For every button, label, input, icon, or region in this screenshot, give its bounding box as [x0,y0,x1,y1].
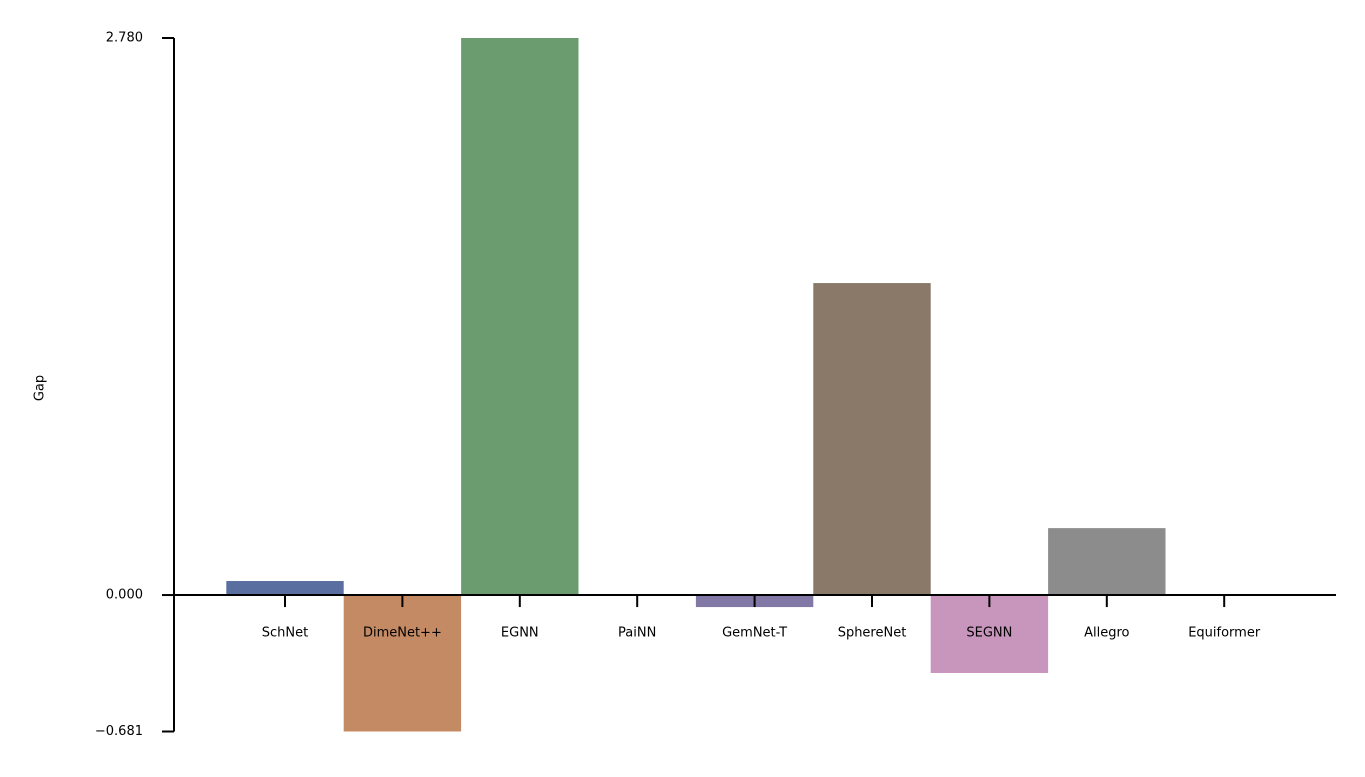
x-tick-label: DimeNet++ [363,626,442,641]
x-tick-label: GemNet-T [722,626,787,641]
y-axis-label: Gap [33,375,48,401]
x-tick-label: EGNN [501,626,539,641]
x-tick-label: Allegro [1084,626,1129,641]
x-tick-label: Equiformer [1188,626,1261,641]
y-tick-label: −0.681 [95,724,143,739]
x-tick-label: SphereNet [838,626,907,641]
y-tick-label: 0.000 [106,588,143,603]
bar [461,38,579,596]
y-tick-label: 2.780 [106,31,143,46]
bar [343,595,462,732]
bar [1048,528,1166,596]
x-tick-label: SEGNN [966,626,1012,641]
x-tick-label: PaiNN [618,626,656,641]
bar [813,283,931,596]
bar [226,581,344,596]
bar [930,595,1049,673]
x-tick-label: SchNet [262,626,308,641]
